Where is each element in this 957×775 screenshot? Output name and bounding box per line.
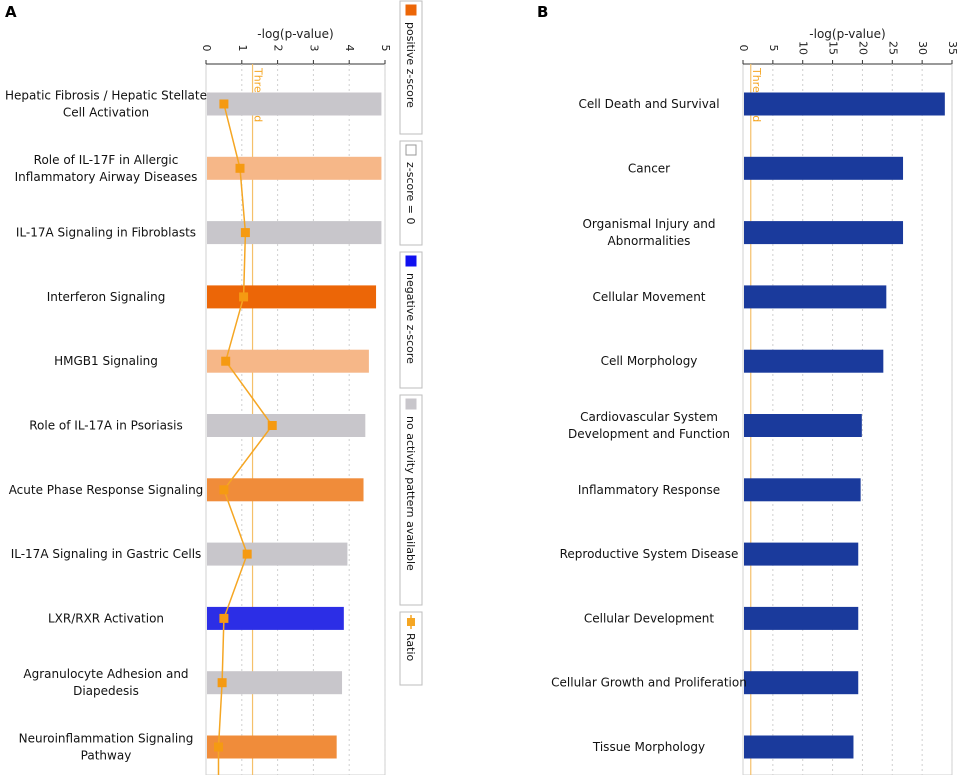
- panel-a-category-label: Neuroinflammation Signaling: [19, 732, 194, 746]
- legend-box: [399, 611, 423, 686]
- panel-b-category-label: Inflammatory Response: [578, 483, 720, 497]
- panel-a-category-label: Pathway: [81, 749, 132, 763]
- panel-b-x-axis-title: -log(p-value): [809, 27, 885, 41]
- legend-swatch: [405, 255, 417, 267]
- panel-b-tick-label: 20: [856, 41, 869, 55]
- panel-b-category-label: Organismal Injury and: [582, 217, 715, 231]
- panel-a-category-label: Inflammatory Airway Diseases: [15, 170, 198, 184]
- panel-b-tick-label: 5: [767, 45, 780, 52]
- panel-b-category-label: Cell Morphology: [601, 354, 698, 368]
- panel-b-bar: [744, 542, 859, 566]
- panel-a-category-label: Hepatic Fibrosis / Hepatic Stellate: [5, 89, 207, 103]
- panel-b-bar: [744, 92, 945, 116]
- panel-a-bar: [207, 671, 343, 695]
- panel-b-category-label: Cancer: [628, 161, 670, 175]
- panel-b-bar: [744, 606, 859, 630]
- panel-a-bar: [207, 221, 382, 245]
- panel-a-chart: A-log(p-value)012345ThresholdHepatic Fib…: [5, 3, 392, 775]
- panel-a-tick-label: 3: [307, 45, 320, 52]
- panel-a-ratio-marker: [221, 356, 231, 366]
- legend-label: z-score = 0: [404, 162, 417, 225]
- panel-a-category-label: IL-17A Signaling in Fibroblasts: [16, 226, 196, 240]
- panel-b-tick-label: 15: [827, 41, 840, 55]
- panel-a-ratio-marker: [267, 421, 277, 430]
- panel-a-category-label: Role of IL-17F in Allergic: [34, 153, 179, 167]
- panel-a-ratio-marker: [240, 228, 250, 238]
- legend-label: positive z-score: [404, 22, 417, 108]
- panel-a-bar: [207, 92, 382, 116]
- panel-a-ratio-marker: [235, 163, 245, 173]
- panel-a-bar: [207, 285, 377, 309]
- panel-b-bar: [744, 156, 904, 180]
- panel-a-bar: [207, 478, 364, 502]
- panel-a-category-label: Acute Phase Response Signaling: [9, 483, 204, 497]
- panel-a-ratio-marker: [219, 613, 229, 623]
- panel-b-tick-label: 0: [737, 45, 750, 52]
- panel-a-ratio-marker: [219, 99, 229, 109]
- panel-a-ratio-line: [217, 103, 274, 775]
- panel-a-category-label: Role of IL-17A in Psoriasis: [29, 419, 183, 433]
- panel-b-bar: [744, 414, 862, 437]
- panel-b-category-label: Cardiovascular System: [580, 410, 718, 424]
- panel-a-ratio-marker: [217, 678, 227, 688]
- panel-b-chart: B-log(p-value)05101520253035ThresholdCel…: [537, 3, 957, 775]
- panel-b-category-label: Reproductive System Disease: [560, 547, 739, 561]
- panel-b-tick-label: 30: [916, 41, 929, 55]
- legend-swatch: [405, 398, 417, 410]
- panel-b-bar: [744, 285, 887, 309]
- panel-b-panel-label: B: [537, 3, 548, 21]
- panel-b-bar: [744, 221, 904, 245]
- panel-a-ratio-marker: [242, 549, 252, 559]
- panel-a-ratio-marker: [219, 485, 229, 495]
- legend-box: [399, 394, 423, 606]
- legend-ratio-marker: [407, 618, 415, 626]
- legend-box: [399, 251, 423, 389]
- panel-a-category-label: HMGB1 Signaling: [54, 354, 158, 368]
- legend-box: [399, 0, 423, 135]
- panel-a-category-label: Interferon Signaling: [47, 290, 166, 304]
- legend-swatch: [405, 4, 417, 16]
- panel-b-tick-label: 25: [886, 41, 899, 55]
- panel-a-tick-label: 2: [272, 45, 285, 52]
- panel-b-bar: [744, 349, 884, 373]
- panel-a-bar: [207, 349, 369, 373]
- panel-b-category-label: Abnormalities: [608, 234, 691, 248]
- panel-a-bar: [207, 542, 348, 566]
- panel-a-category-label: Diapedesis: [73, 684, 139, 698]
- legend-label: no activity pattern available: [404, 416, 417, 571]
- legend-box: [399, 140, 423, 246]
- panel-a-legend: positive z-score z-score = 0 negative z-sc…: [399, 0, 423, 686]
- panel-a-bar: [207, 414, 366, 437]
- panel-a-tick-label: 5: [379, 45, 392, 52]
- panel-a-ratio-marker: [214, 742, 224, 752]
- panel-a-category-label: Agranulocyte Adhesion and: [23, 667, 188, 681]
- panel-a-tick-label: 0: [200, 45, 213, 52]
- panel-a-tick-label: 1: [236, 45, 249, 52]
- panel-b-tick-label: 10: [797, 41, 810, 55]
- legend-label: Ratio: [404, 633, 417, 662]
- panel-b-category-label: Tissue Morphology: [592, 740, 705, 754]
- panel-a-tick-label: 4: [343, 45, 356, 52]
- panel-a-panel-label: A: [5, 3, 17, 21]
- panel-b-category-label: Cell Death and Survival: [578, 97, 719, 111]
- panel-b-bar: [744, 735, 854, 759]
- panel-b-tick-label: 35: [946, 41, 957, 55]
- panel-a-category-label: LXR/RXR Activation: [48, 611, 164, 625]
- panel-b-category-label: Cellular Growth and Proliferation: [551, 676, 747, 690]
- panel-b-bar: [744, 478, 861, 502]
- legend-swatch: [405, 144, 417, 156]
- panel-b-bar: [744, 671, 859, 695]
- panel-b-category-label: Cellular Movement: [592, 290, 705, 304]
- panel-a-bar: [207, 606, 344, 630]
- panel-a-bar: [207, 735, 337, 759]
- panel-a-ratio-marker: [239, 292, 249, 302]
- panel-b-category-label: Development and Function: [568, 427, 730, 441]
- panel-a-category-label: IL-17A Signaling in Gastric Cells: [11, 547, 202, 561]
- legend-label: negative z-score: [404, 273, 417, 364]
- panel-a-category-label: Cell Activation: [63, 106, 149, 120]
- panel-b-category-label: Cellular Development: [584, 611, 715, 625]
- panel-a-x-axis-title: -log(p-value): [257, 27, 333, 41]
- panel-a-bar: [207, 156, 382, 180]
